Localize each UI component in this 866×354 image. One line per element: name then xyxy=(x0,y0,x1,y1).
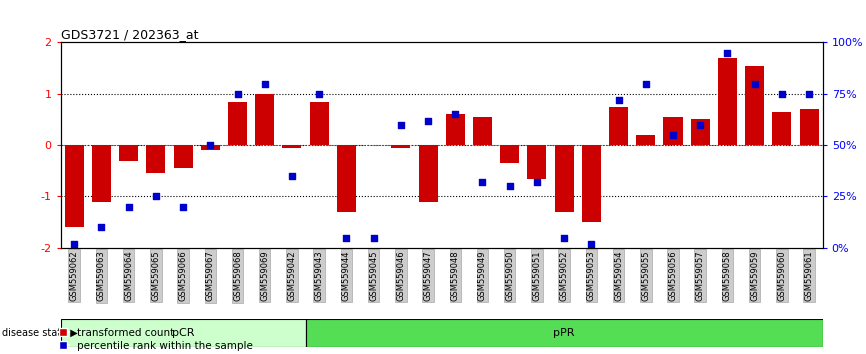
Bar xyxy=(473,117,492,145)
Bar xyxy=(65,145,84,227)
Bar xyxy=(745,65,764,145)
Point xyxy=(639,81,653,86)
Bar xyxy=(391,145,410,148)
Legend: transformed count, percentile rank within the sample: transformed count, percentile rank withi… xyxy=(57,327,254,352)
Bar xyxy=(637,135,656,145)
Bar xyxy=(582,145,601,222)
Bar xyxy=(282,145,301,148)
Point xyxy=(394,122,408,127)
Point xyxy=(585,241,598,246)
Bar xyxy=(337,145,356,212)
Point xyxy=(230,91,244,97)
Point xyxy=(802,91,816,97)
Bar xyxy=(228,102,247,145)
Point xyxy=(339,235,353,240)
Bar xyxy=(446,114,465,145)
Point xyxy=(149,194,163,199)
Point xyxy=(557,235,571,240)
Text: GDS3721 / 202363_at: GDS3721 / 202363_at xyxy=(61,28,198,41)
Point xyxy=(94,224,108,230)
Point xyxy=(204,142,217,148)
Bar xyxy=(92,145,111,201)
Point xyxy=(258,81,272,86)
Bar xyxy=(201,145,220,150)
Bar xyxy=(554,145,573,212)
Point xyxy=(666,132,680,138)
Point xyxy=(421,118,435,123)
Text: disease state ▶: disease state ▶ xyxy=(2,328,77,338)
Point xyxy=(721,50,734,56)
Point xyxy=(176,204,190,210)
Point xyxy=(449,112,462,117)
Text: pPR: pPR xyxy=(553,328,575,338)
Bar xyxy=(310,102,329,145)
Point xyxy=(285,173,299,179)
Bar xyxy=(799,109,818,145)
Bar xyxy=(772,112,792,145)
Point xyxy=(122,204,136,210)
Bar xyxy=(718,58,737,145)
Bar xyxy=(663,117,682,145)
Bar xyxy=(306,319,823,347)
Bar xyxy=(691,120,710,145)
Bar xyxy=(146,145,165,173)
Point xyxy=(68,241,81,246)
Bar xyxy=(120,145,139,161)
Bar xyxy=(255,94,275,145)
Bar xyxy=(61,319,306,347)
Point xyxy=(366,235,380,240)
Bar xyxy=(418,145,437,201)
Bar xyxy=(609,107,628,145)
Text: pCR: pCR xyxy=(171,328,194,338)
Bar xyxy=(527,145,546,178)
Bar xyxy=(173,145,192,168)
Point xyxy=(747,81,761,86)
Point xyxy=(475,179,489,185)
Point xyxy=(775,91,789,97)
Point xyxy=(611,97,625,103)
Point xyxy=(694,122,708,127)
Bar xyxy=(501,145,520,163)
Point xyxy=(313,91,326,97)
Point xyxy=(530,179,544,185)
Point xyxy=(503,183,517,189)
